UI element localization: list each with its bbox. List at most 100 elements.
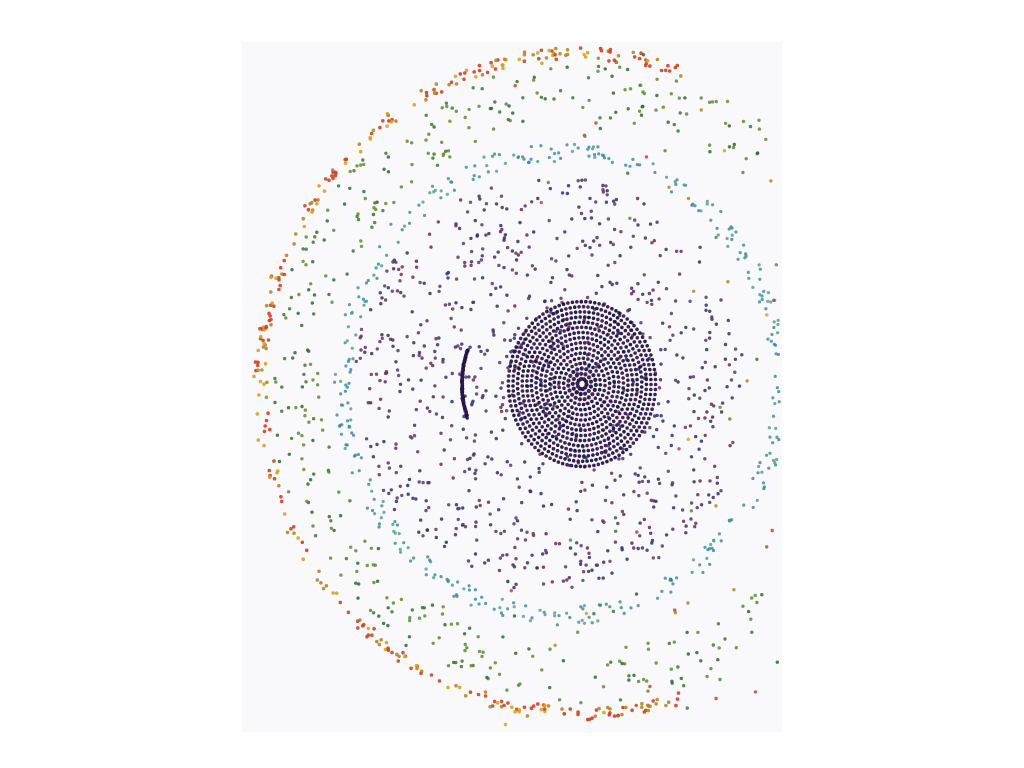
inner-field-dot	[670, 483, 674, 487]
outer-band-dot	[632, 673, 636, 677]
target-ring-dot	[619, 439, 624, 443]
inner-field-dot	[680, 508, 685, 512]
outer-rim-dot	[262, 443, 266, 448]
outer-band-dot	[708, 150, 712, 154]
inner-field-dot	[411, 275, 415, 279]
target-ring-dot	[526, 369, 530, 373]
inner-field-dot	[608, 559, 612, 563]
target-ring-dot	[616, 328, 620, 333]
target-ring-dot	[604, 425, 609, 430]
outer-rim-dot	[263, 362, 268, 366]
inner-field-dot	[369, 308, 373, 312]
outer-band-dot	[450, 106, 454, 110]
middle-ring-dot	[593, 153, 597, 157]
target-ring-dot	[548, 438, 552, 443]
inner-field-dot	[497, 508, 501, 512]
outer-rim-dot	[267, 318, 272, 323]
inner-field-dot	[639, 321, 643, 325]
target-ring-dot	[529, 417, 533, 422]
target-ring-dot	[607, 416, 612, 421]
target-ring-dot	[559, 362, 563, 366]
target-ring-dot	[542, 420, 547, 424]
target-ring-dot	[548, 319, 552, 324]
outer-band-dot	[427, 132, 431, 136]
target-ring-dot	[537, 429, 542, 433]
inner-field-dot	[454, 526, 458, 531]
target-ring-dot	[525, 420, 529, 424]
target-ring-dot	[593, 377, 598, 382]
inner-field-dot	[613, 540, 618, 544]
middle-ring-dot	[428, 558, 432, 562]
middle-ring-dot	[771, 441, 775, 445]
inner-field-dot	[575, 508, 579, 513]
outer-rim-dot	[686, 437, 690, 441]
middle-ring-dot	[757, 263, 761, 267]
outer-rim-dot	[480, 72, 485, 77]
target-ring-dot	[512, 399, 517, 403]
inner-field-dot	[554, 259, 558, 263]
target-ring-dot	[565, 431, 570, 435]
outer-band-dot	[601, 685, 606, 689]
inner-field-dot	[510, 249, 515, 253]
outer-band-dot	[732, 142, 736, 147]
outer-band-dot	[300, 404, 304, 409]
inner-field-dot	[410, 310, 414, 314]
outer-rim-dot	[434, 82, 439, 86]
target-ring-dot	[634, 372, 639, 377]
target-ring-dot	[610, 306, 614, 311]
middle-ring-dot	[660, 589, 664, 594]
target-ring-dot	[558, 408, 563, 413]
target-ring-dot	[593, 396, 598, 401]
target-ring-dot	[596, 373, 601, 377]
outer-band-dot	[480, 654, 484, 659]
outer-rim-dot	[512, 614, 517, 618]
inner-field-dot	[545, 306, 549, 310]
target-ring-dot	[546, 398, 550, 403]
target-ring-dot	[543, 384, 547, 388]
target-ring-dot	[543, 428, 548, 433]
target-ring-dot	[590, 392, 595, 397]
inner-field-dot	[585, 546, 590, 550]
outer-rim-dot	[378, 125, 382, 130]
target-ring-dot	[583, 361, 587, 366]
inner-field-dot	[506, 309, 510, 313]
middle-ring-dot	[610, 160, 614, 164]
inner-field-dot	[387, 491, 391, 496]
outer-band-dot	[540, 668, 544, 672]
middle-ring-dot	[345, 339, 349, 343]
outer-rim-dot	[539, 200, 543, 205]
target-ring-dot	[515, 381, 520, 386]
middle-ring-dot	[762, 289, 766, 293]
inner-field-dot	[490, 281, 494, 286]
middle-ring-dot	[767, 426, 772, 430]
target-ring-dot	[603, 443, 608, 448]
outer-band-dot	[294, 405, 298, 410]
target-ring-dot	[574, 373, 579, 378]
target-ring-dot	[573, 438, 578, 443]
middle-ring-dot	[521, 614, 525, 619]
outer-rim-dot	[265, 380, 269, 385]
outer-rim-dot	[501, 66, 505, 71]
target-ring-dot	[534, 331, 538, 336]
inner-field-dot	[579, 559, 583, 563]
inner-field-dot	[533, 267, 537, 271]
inner-field-dot	[713, 464, 717, 468]
target-ring-dot	[629, 428, 633, 433]
target-ring-dot	[594, 457, 598, 462]
middle-ring-dot	[350, 346, 354, 350]
inner-field-dot	[451, 307, 455, 311]
inner-field-dot	[494, 529, 498, 534]
inner-field-dot	[567, 273, 571, 277]
target-ring-dot	[534, 386, 538, 390]
inner-field-dot	[510, 268, 515, 272]
target-ring-dot	[519, 345, 523, 350]
outer-band-dot	[363, 539, 367, 543]
outer-band-dot	[467, 626, 472, 630]
target-ring-dot	[617, 411, 622, 416]
outer-rim-dot	[264, 326, 268, 330]
outer-band-dot	[741, 170, 745, 175]
target-ring-dot	[533, 445, 537, 450]
target-ring-dot	[604, 367, 608, 371]
target-ring-dot	[508, 364, 512, 368]
target-ring-dot	[578, 310, 582, 314]
